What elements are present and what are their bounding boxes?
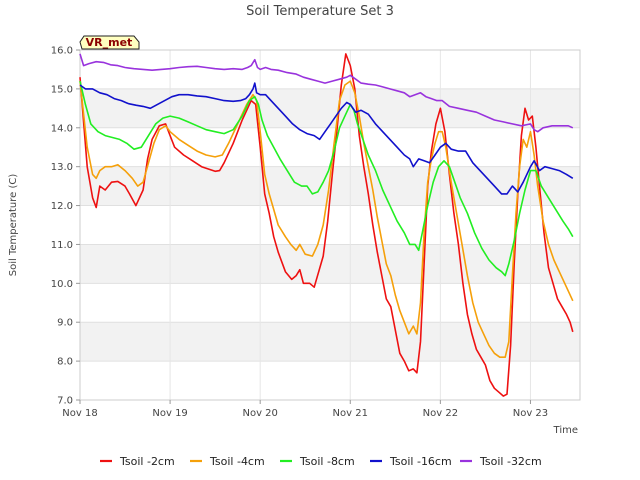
chart-title: Soil Temperature Set 3 — [246, 4, 394, 19]
legend-label: Tsoil -16cm — [389, 455, 452, 468]
site-badge: VR_met — [79, 35, 140, 50]
y-tick-label: 16.0 — [51, 46, 73, 57]
x-tick-label: Nov 20 — [242, 408, 277, 419]
y-tick-label: 13.0 — [51, 162, 73, 173]
grid-band — [80, 205, 580, 245]
series-line-tsoil-32cm — [79, 53, 574, 133]
grid-band — [80, 88, 580, 128]
legend-label: Tsoil -32cm — [479, 455, 542, 468]
legend-label: Tsoil -2cm — [119, 455, 175, 468]
y-tick-label: 12.0 — [51, 201, 73, 212]
x-axis-label: Time — [553, 425, 578, 436]
y-tick-label: 8.0 — [57, 357, 73, 368]
plot-area-border — [79, 49, 581, 401]
grid-band — [80, 244, 580, 284]
y-axis-ticks: 7.0 8.0 9.0 10.0 11.0 12.0 13.0 14.0 15.0 16.0 — [51, 46, 80, 407]
y-tick-label: 14.0 — [51, 123, 73, 134]
series-lines — [79, 53, 574, 397]
grid-band — [80, 361, 580, 400]
x-tick-label: Nov 18 — [62, 408, 97, 419]
legend: Tsoil -2cm Tsoil -4cm Tsoil -8cm Tsoil -16c… — [100, 455, 542, 468]
series-line-tsoil-16cm — [79, 82, 574, 195]
x-tick-label: Nov 19 — [152, 408, 187, 419]
x-axis-ticks: Nov 18 Nov 19 Nov 20 Nov 21 Nov 22 Nov 23 — [62, 400, 548, 419]
y-tick-label: 7.0 — [57, 396, 73, 407]
y-tick-label: 15.0 — [51, 84, 73, 95]
series-line-tsoil-4cm — [79, 80, 574, 358]
grid-band — [80, 283, 580, 323]
x-tick-label: Nov 22 — [423, 408, 458, 419]
x-tick-label: Nov 21 — [333, 408, 368, 419]
series-line-tsoil-2cm — [79, 53, 574, 397]
x-tick-label: Nov 23 — [513, 408, 548, 419]
grid-band — [80, 127, 580, 167]
y-tick-label: 11.0 — [51, 240, 73, 251]
site-badge-label: VR_met — [86, 36, 133, 49]
y-tick-label: 10.0 — [51, 279, 73, 290]
y-axis-label: Soil Temperature (C) — [8, 174, 19, 277]
grid-bands — [80, 50, 580, 400]
y-tick-label: 9.0 — [57, 318, 73, 329]
legend-label: Tsoil -4cm — [209, 455, 265, 468]
legend-label: Tsoil -8cm — [299, 455, 355, 468]
series-line-tsoil-8cm — [79, 80, 574, 277]
